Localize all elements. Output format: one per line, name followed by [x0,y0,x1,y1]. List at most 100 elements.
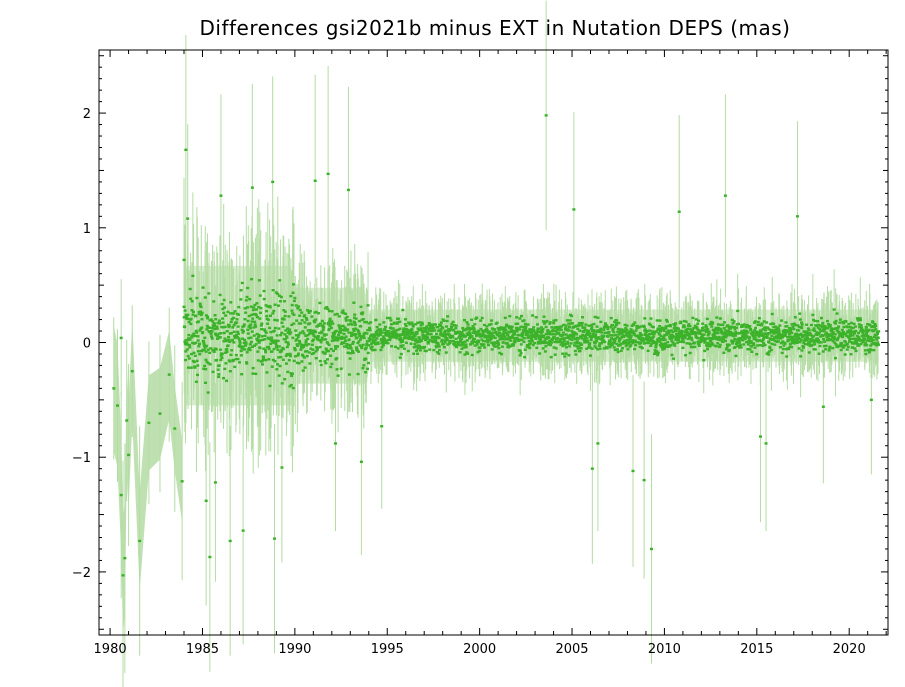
data-point [309,331,313,335]
data-point [250,330,254,333]
data-point [659,328,663,331]
data-point [492,342,496,346]
data-point [190,336,194,339]
data-point [834,327,838,330]
data-point [562,340,566,343]
data-point [656,327,660,330]
data-point [282,300,286,303]
data-point [286,343,290,346]
data-point [413,345,417,349]
data-point [298,341,302,345]
data-point [693,345,697,349]
data-point [779,341,783,345]
data-point [319,341,323,344]
data-point [778,332,782,336]
data-point [348,357,352,360]
data-point [402,347,406,350]
data-point [809,333,813,337]
data-point [582,330,586,333]
data-point [718,317,722,320]
data-point [677,336,681,340]
data-point [358,334,362,338]
data-point [299,343,303,347]
data-point [419,327,423,330]
data-point [558,339,562,343]
data-point [662,329,666,332]
data-point [353,313,357,316]
data-point-layer [112,114,881,577]
data-point [202,367,206,371]
data-point [547,336,551,340]
data-point [285,352,289,356]
data-point [800,335,804,339]
data-point [655,319,659,322]
data-point [188,343,192,347]
data-point [795,215,799,218]
data-point [818,324,822,327]
data-point [518,349,522,353]
data-point [266,322,270,325]
data-point [461,326,465,330]
data-point [691,316,695,320]
data-point [437,348,441,352]
data-point [663,343,667,346]
data-point [463,353,467,356]
y-tick-label: −2 [72,566,91,581]
data-point [411,323,415,326]
data-point [361,317,365,321]
data-point [705,317,709,321]
data-point [244,299,248,302]
data-point [503,338,507,341]
data-point [284,337,288,341]
data-point [841,320,845,324]
data-point [854,329,858,333]
data-point [319,322,323,325]
data-point [429,327,433,330]
data-point [300,319,304,322]
data-point [653,349,657,352]
data-point [325,358,329,361]
data-point [219,348,223,351]
data-point [286,341,290,344]
data-point [749,345,753,348]
data-point [733,345,737,349]
data-point [737,341,741,344]
data-point [571,336,575,340]
data-point [253,344,257,347]
data-point [355,336,359,339]
data-point [642,325,646,329]
data-point [333,345,337,348]
data-point [535,331,539,335]
data-point [526,323,530,326]
data-point [375,337,379,340]
data-point [204,499,208,502]
data-point [421,337,425,340]
data-point [374,318,378,322]
data-point [180,480,184,483]
data-point [593,315,597,319]
data-point [733,325,737,329]
data-point [876,332,880,336]
data-point [605,347,609,350]
data-point [249,326,253,330]
data-point [244,341,248,344]
data-point [239,354,243,357]
data-point [263,334,267,338]
data-point [112,387,116,390]
x-tick-label: 1990 [278,642,311,657]
data-point [418,321,422,324]
data-point [592,340,596,344]
data-point [215,337,219,341]
data-point [323,334,327,337]
data-point [724,336,728,339]
data-point [301,369,305,372]
data-point [742,334,746,338]
data-point [759,435,763,438]
data-point [290,323,294,327]
data-point [342,345,346,348]
data-point [272,309,276,313]
data-point [599,320,603,324]
data-point [611,338,615,341]
data-point [756,344,760,347]
data-point [460,341,464,344]
